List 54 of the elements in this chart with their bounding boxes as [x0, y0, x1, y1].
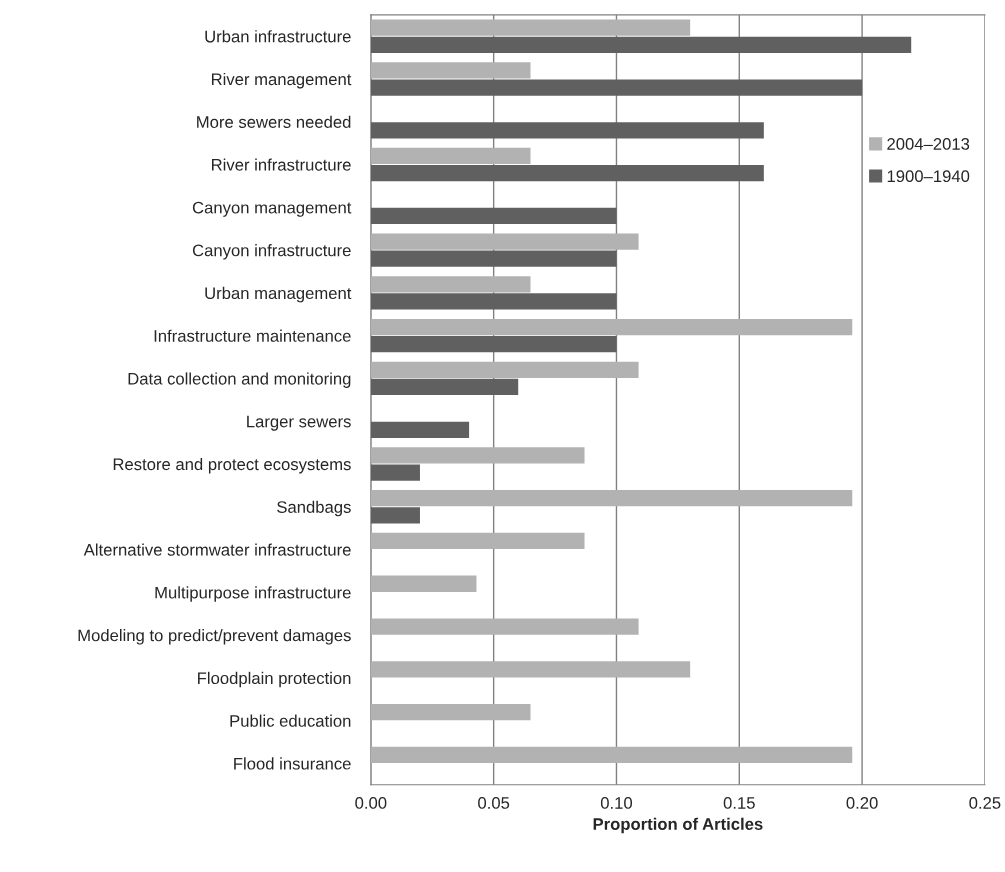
y-tick-label: Flood insurance — [234, 757, 351, 770]
y-tick-label: Sandbags — [277, 500, 351, 517]
bar — [370, 122, 764, 139]
bar — [370, 250, 617, 267]
bar — [370, 746, 853, 763]
y-tick-label: Urban infrastructure — [205, 30, 351, 43]
y-tick-label: More sewers needed — [197, 115, 351, 128]
y-tick-label: Larger sewers — [247, 415, 351, 431]
y-tick-label: Data collection and monitoring — [128, 372, 351, 388]
bar — [370, 464, 420, 481]
bar — [370, 575, 477, 592]
y-tick-label: Infrastructure maintenance — [154, 329, 351, 342]
y-tick-label: Canyon infrastructure — [192, 244, 351, 260]
y-tick-label: Floodplain protection — [198, 671, 351, 688]
bar — [370, 532, 585, 550]
y-tick-label: River management — [211, 72, 352, 89]
bar — [370, 233, 639, 250]
x-tick-label: 0.00 — [355, 797, 387, 809]
bar — [370, 147, 531, 165]
x-axis-title: Proportion of Articles — [593, 817, 763, 834]
y-tick-label: Multipurpose infrastructure — [155, 586, 351, 602]
bar — [370, 19, 691, 36]
x-tick-label: 0.05 — [478, 797, 510, 809]
bar — [370, 36, 912, 53]
bar — [370, 207, 617, 224]
bar — [370, 336, 617, 353]
y-tick-label: Urban management — [205, 286, 352, 303]
bar — [370, 79, 863, 96]
y-tick-label: Alternative stormwater infrastructure — [83, 543, 351, 556]
bar — [370, 164, 764, 182]
bar — [370, 507, 420, 524]
y-tick-label: River infrastructure — [212, 158, 351, 171]
bar — [370, 318, 853, 336]
bar — [370, 276, 531, 293]
y-tick-label: Modeling to predict/prevent damages — [78, 629, 351, 645]
x-tick-label: 0.15 — [723, 797, 755, 809]
y-tick-label: Public education — [230, 714, 351, 727]
y-tick-label: Restore and protect ecosystems — [113, 457, 351, 474]
x-tick-label: 0.20 — [846, 797, 878, 809]
y-tick-label: Canyon management — [192, 201, 352, 217]
bar — [370, 62, 531, 79]
bar — [370, 490, 853, 507]
legend-label: 2004–2013 — [887, 138, 970, 150]
bar — [370, 361, 639, 378]
x-tick-label: 0.10 — [600, 797, 633, 809]
bar — [370, 378, 519, 396]
x-tick-label: 0.25 — [969, 797, 1001, 809]
bar — [370, 447, 585, 464]
bar — [370, 618, 639, 635]
bar — [370, 293, 617, 310]
bar — [370, 661, 691, 678]
bar — [370, 421, 470, 438]
legend-label: 1900–1940 — [887, 170, 970, 183]
bar — [370, 703, 531, 721]
